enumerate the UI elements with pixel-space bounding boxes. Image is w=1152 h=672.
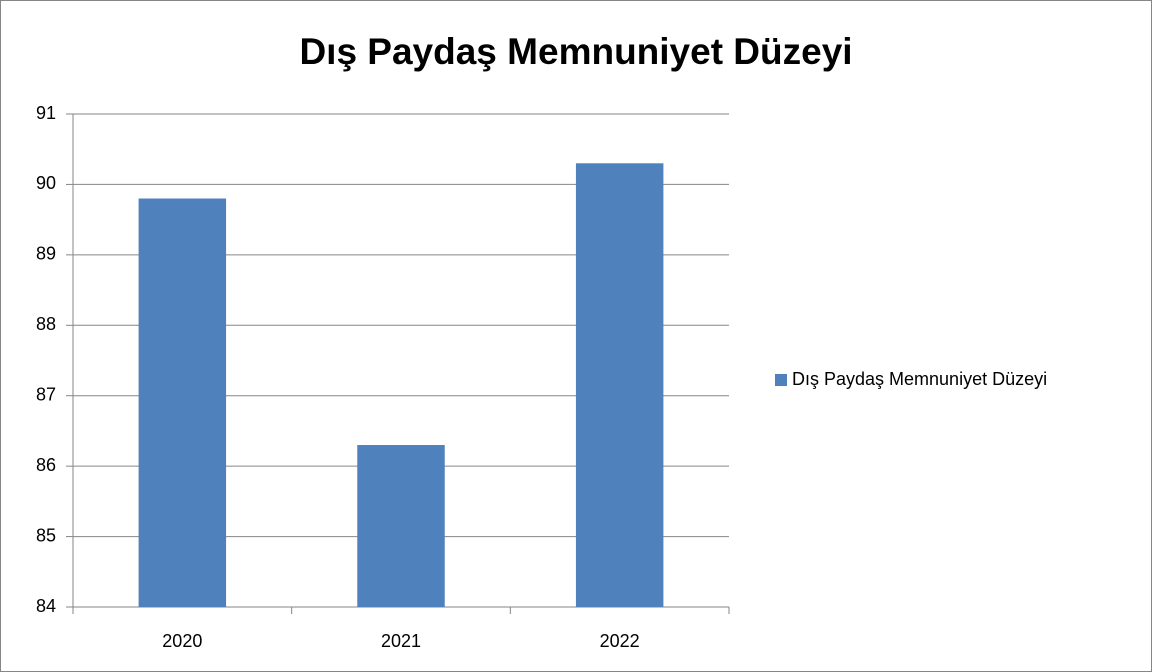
x-tick-label: 2021 xyxy=(381,631,421,651)
y-tick-label: 91 xyxy=(36,103,56,123)
y-tick-label: 89 xyxy=(36,244,56,264)
bar xyxy=(575,163,664,608)
legend-swatch xyxy=(775,374,787,386)
x-tick-label: 2022 xyxy=(600,631,640,651)
legend-label: Dış Paydaş Memnuniyet Düzeyi xyxy=(792,369,1047,389)
y-tick-label: 84 xyxy=(36,596,56,616)
bar xyxy=(357,445,445,607)
y-tick-label: 86 xyxy=(36,455,56,475)
y-tick-label: 88 xyxy=(36,314,56,334)
y-tick-label: 85 xyxy=(36,525,56,545)
x-tick-label: 2020 xyxy=(162,631,202,651)
bar xyxy=(138,198,227,607)
chart-title: Dış Paydaş Memnuniyet Düzeyi xyxy=(299,31,852,72)
y-tick-label: 87 xyxy=(36,384,56,404)
y-tick-label: 90 xyxy=(36,173,56,193)
